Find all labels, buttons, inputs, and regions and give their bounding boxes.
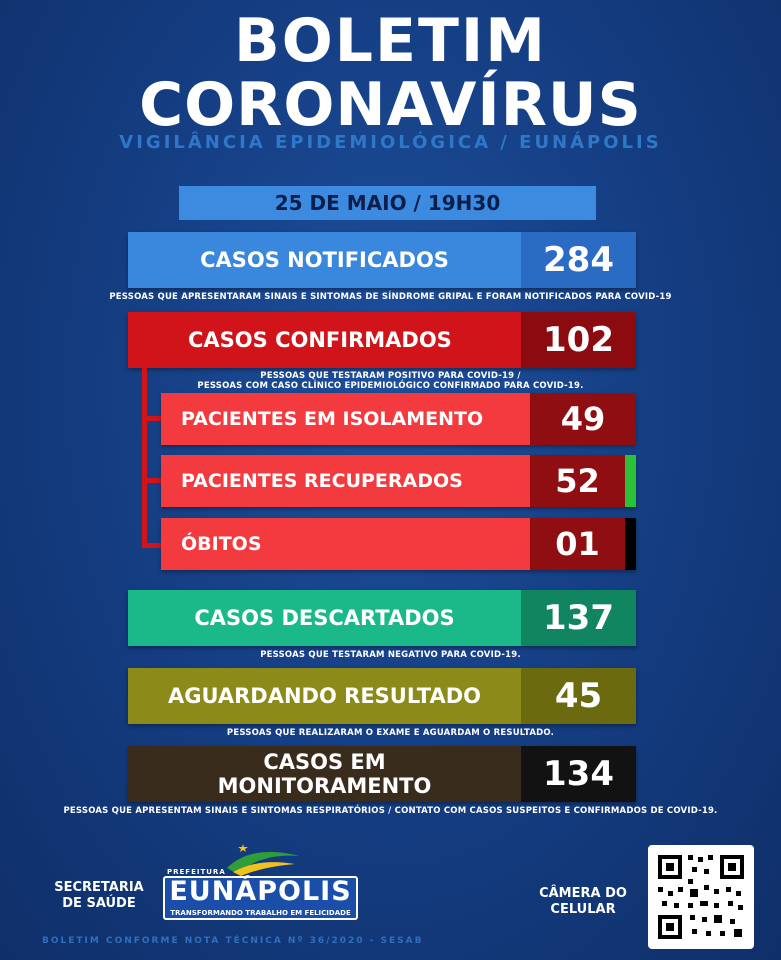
logo-prefix: PREFEITURA (167, 868, 226, 876)
bottom-note: BOLETIM CONFORME NOTA TÉCNICA Nº 36/2020… (42, 936, 424, 946)
casos-monitoramento-label-line1: CASOS EM (263, 750, 386, 774)
casos-confirmados-note-2: PESSOAS COM CASO CLÍNICO EPIDEMIOLÓGICO … (197, 381, 584, 391)
casos-notificados-note: PESSOAS QUE APRESENTARAM SINAIS E SINTOM… (109, 292, 672, 302)
casos-monitoramento-note: PESSOAS QUE APRESENTAM SINAIS E SINTOMAS… (63, 806, 718, 816)
camera-line2: CELULAR (550, 902, 616, 917)
obitos-row: ÓBITOS 01 (161, 518, 636, 570)
logo-box (163, 876, 358, 920)
pacientes-isolamento-label: PACIENTES EM ISOLAMENTO (181, 408, 484, 430)
logo-name: EUNÁPOLIS (169, 876, 352, 907)
pacientes-recuperados-label: PACIENTES RECUPERADOS (181, 470, 463, 492)
casos-descartados-row: CASOS DESCARTADOS 137 (128, 590, 636, 646)
casos-descartados-note: PESSOAS QUE TESTARAM NEGATIVO PARA COVID… (260, 650, 521, 660)
casos-notificados-value: 284 (521, 232, 636, 288)
tree-branch-obitos (142, 543, 162, 548)
tree-connector (142, 368, 147, 548)
secretaria-saude: SECRETARIA DE SAÚDE (44, 880, 154, 912)
subtitle: VIGILÂNCIA EPIDEMIOLÓGICA / EUNÁPOLIS (119, 132, 662, 153)
title-line2: CORONAVÍRUS (139, 70, 642, 140)
pacientes-isolamento-value: 49 (530, 393, 636, 445)
casos-monitoramento-row: CASOS EM MONITORAMENTO 134 (128, 746, 636, 802)
tree-branch-isolamento (142, 416, 162, 421)
casos-monitoramento-label: CASOS EM MONITORAMENTO (128, 746, 521, 802)
casos-descartados-value: 137 (521, 590, 636, 646)
pacientes-recuperados-row: PACIENTES RECUPERADOS 52 (161, 455, 636, 507)
pacientes-isolamento-row: PACIENTES EM ISOLAMENTO 49 (161, 393, 636, 445)
aguardando-resultado-row: AGUARDANDO RESULTADO 45 (128, 668, 636, 724)
aguardando-resultado-label: AGUARDANDO RESULTADO (167, 684, 481, 708)
casos-descartados-label: CASOS DESCARTADOS (194, 606, 455, 630)
pacientes-recuperados-value: 52 (530, 455, 625, 507)
logo-tagline: TRANSFORMANDO TRABALHO EM FELICIDADE (170, 909, 351, 917)
casos-confirmados-label: CASOS CONFIRMADOS (188, 328, 452, 352)
obitos-marker (625, 518, 636, 570)
casos-notificados-row: CASOS NOTIFICADOS 284 (128, 232, 636, 288)
casos-monitoramento-label-line2: MONITORAMENTO (217, 774, 432, 798)
obitos-value: 01 (530, 518, 625, 570)
casos-notificados-label: CASOS NOTIFICADOS (200, 248, 449, 272)
casos-confirmados-value: 102 (521, 312, 636, 368)
secretaria-line1: SECRETARIA (54, 880, 144, 895)
obitos-label: ÓBITOS (181, 533, 262, 555)
casos-monitoramento-value: 134 (521, 746, 636, 802)
casos-confirmados-row: CASOS CONFIRMADOS 102 (128, 312, 636, 368)
casos-confirmados-note-1: PESSOAS QUE TESTARAM POSITIVO PARA COVID… (260, 371, 521, 381)
qr-code-icon[interactable] (648, 845, 754, 949)
aguardando-resultado-note: PESSOAS QUE REALIZARAM O EXAME E AGUARDA… (226, 728, 555, 738)
title-line1: BOLETIM (234, 6, 547, 76)
flag-swoosh-icon (227, 844, 299, 876)
camera-line1: CÂMERA DO (539, 886, 627, 901)
recuperados-marker (625, 455, 636, 507)
tree-branch-recuperados (142, 478, 162, 483)
eunapolis-logo: PREFEITURA EUNÁPOLIS TRANSFORMANDO TRABA… (163, 842, 358, 922)
qr-code-graphic (658, 855, 744, 939)
date-banner: 25 DE MAIO / 19H30 (179, 186, 596, 220)
camera-celular: CÂMERA DO CELULAR (528, 886, 638, 918)
aguardando-resultado-value: 45 (521, 668, 636, 724)
secretaria-line2: DE SAÚDE (62, 896, 136, 911)
